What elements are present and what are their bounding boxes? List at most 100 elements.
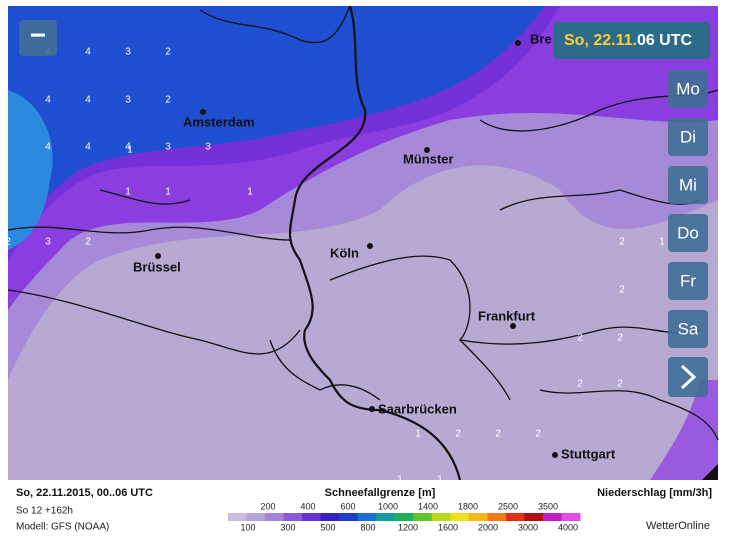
legend-swatch — [339, 513, 359, 521]
brand: WetterOnline — [646, 520, 710, 532]
zone-light-blue — [8, 90, 53, 250]
map-number: 3 — [125, 95, 131, 106]
time-day: So, 22.11. — [564, 32, 637, 49]
legend-upper-label: 2500 — [498, 501, 518, 511]
day-button-bg[interactable] — [668, 262, 708, 300]
city-dot — [515, 40, 521, 46]
day-button-label[interactable]: Mo — [676, 79, 700, 98]
map-number: 3 — [205, 142, 211, 153]
city-label: Münster — [403, 151, 454, 166]
map-number: 4 — [85, 95, 91, 106]
city-label: Brüssel — [133, 259, 181, 274]
day-button-bg[interactable] — [668, 310, 708, 348]
time-badge: So, 22.11.06 UTC — [554, 22, 710, 59]
legend-swatch — [561, 513, 581, 521]
precip-title: Niederschlag [mm/3h] — [597, 487, 712, 499]
day-button-bg[interactable] — [668, 166, 708, 204]
map-number: 2 — [165, 47, 171, 58]
map-number: 2 — [85, 237, 91, 248]
map-number: 2 — [535, 429, 541, 440]
zone-purple-se — [650, 380, 718, 480]
map-number: 4 — [125, 142, 131, 153]
map-number: 2 — [617, 379, 623, 390]
day-button-label[interactable]: Di — [680, 127, 696, 146]
legend-swatch — [302, 513, 322, 521]
city-label: Frankfurt — [478, 308, 536, 323]
map-number: 2 — [617, 333, 623, 344]
city-dot — [424, 147, 430, 153]
time-badge-bg — [554, 22, 710, 59]
map-number: 2 — [619, 237, 625, 248]
legend-swatch — [228, 513, 248, 521]
legend-upper-label: 400 — [300, 501, 315, 511]
legend-swatch — [320, 513, 340, 521]
legend-lower-label: 4000 — [558, 522, 578, 532]
legend-swatch — [283, 513, 303, 521]
legend-upper-label: 1400 — [418, 501, 438, 511]
legend-lower-label: 800 — [360, 522, 375, 532]
legend-upper-label: 1000 — [378, 501, 398, 511]
legend-swatch — [357, 513, 377, 521]
map-number: 3 — [45, 237, 51, 248]
legend-swatch — [487, 513, 507, 521]
legend-upper-label: 1800 — [458, 501, 478, 511]
borders — [7, 5, 719, 481]
day-button-label[interactable]: Do — [677, 223, 699, 242]
map-number: 2 — [165, 95, 171, 106]
day-button-label[interactable]: Mi — [679, 175, 697, 194]
zoom-out-bg[interactable] — [19, 20, 57, 56]
city-dot — [367, 243, 373, 249]
zoom-out-label[interactable]: − — [30, 19, 46, 50]
legend-swatch — [542, 513, 562, 521]
legend-lower-label: 500 — [320, 522, 335, 532]
map-number: 4 — [85, 47, 91, 58]
day-button-label[interactable]: Fr — [680, 271, 696, 290]
day-button-bg[interactable] — [668, 214, 708, 252]
legend-lower-label: 2000 — [478, 522, 498, 532]
map-number: 3 — [125, 47, 131, 58]
city-dot — [510, 323, 516, 329]
map-number: 1 — [437, 475, 443, 486]
map-number: 1 — [247, 187, 253, 198]
map-number: 4 — [45, 142, 51, 153]
legend-swatch — [505, 513, 525, 521]
day-button-label[interactable]: Sa — [678, 319, 699, 338]
legend-lower-label: 1600 — [438, 522, 458, 532]
next-bg[interactable] — [668, 357, 708, 397]
time-badge-text: So, 22.11.06 UTC — [564, 32, 693, 49]
city-dot — [369, 406, 375, 412]
map-number: 1 — [165, 187, 171, 198]
map-number: 2 — [495, 429, 501, 440]
map-numbers: 443244324443313212112122222122211 — [5, 47, 665, 486]
footer-model: Modell: GFS (NOAA) — [16, 522, 109, 533]
map-number: 1 — [127, 145, 133, 156]
legend-swatch — [468, 513, 488, 521]
zoom-out-button[interactable]: − — [19, 19, 57, 56]
legend-swatch — [413, 513, 433, 521]
map-number: 2 — [577, 379, 583, 390]
legend-swatch — [376, 513, 396, 521]
map-number: 2 — [5, 237, 11, 248]
map: 443244324443313212112122222122211 BreAms… — [5, 5, 719, 486]
next-button[interactable] — [668, 357, 708, 397]
corner-resize — [702, 464, 718, 480]
cities: Bre Amsterdam Münster Köln Brüssel Frankfurt S… — [133, 31, 616, 461]
zone-blue — [8, 6, 545, 230]
day-button-bg[interactable] — [668, 118, 708, 156]
legend-swatch — [431, 513, 451, 521]
legend-upper-label: 600 — [340, 501, 355, 511]
time-hour: 06 UTC — [637, 32, 693, 49]
legend-lower-label: 1200 — [398, 522, 418, 532]
legend-labels: 100 300 500 800 1200 1600 2000 3000 4000 200 400 60… — [240, 501, 578, 532]
map-number: 1 — [659, 237, 665, 248]
city-dot — [200, 109, 206, 115]
legend-swatch — [394, 513, 414, 521]
next-arrow[interactable] — [680, 364, 697, 390]
legend-swatch — [524, 513, 544, 521]
footer-run: So, 22.11.2015, 00..06 UTC — [16, 487, 153, 499]
city-label: Stuttgart — [561, 446, 616, 461]
day-button-bg[interactable] — [668, 70, 708, 108]
snow-title: Schneefallgrenze [m] — [325, 487, 436, 499]
footer: So, 22.11.2015, 00..06 UTC So 12 +162h M… — [16, 487, 712, 533]
